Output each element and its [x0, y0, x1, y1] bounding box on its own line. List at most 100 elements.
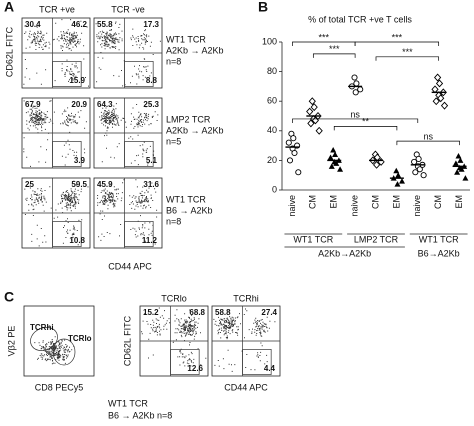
significance-bracket	[354, 41, 440, 46]
data-point	[435, 79, 444, 88]
gate-label: TCRlo	[68, 334, 92, 343]
row-label: n=8	[166, 56, 181, 66]
data-point	[411, 158, 418, 165]
row-label: LMP2 TCR	[166, 114, 211, 124]
x-axis-label: CD44 APC	[108, 261, 152, 271]
column-header: TCR +ve	[39, 4, 75, 14]
gate-percentage: 15.9	[69, 76, 85, 85]
cell-events	[34, 336, 75, 365]
gate-percentage: 68.8	[189, 308, 205, 317]
significance-bracket	[292, 41, 356, 46]
panel-letter: C	[4, 289, 14, 305]
gate-label: TCRhi	[30, 323, 54, 332]
y-axis-label: CD62L FITC	[122, 315, 132, 366]
y-tick-label: 20	[267, 155, 277, 165]
y-tick-label: 100	[262, 36, 277, 46]
x-tick-label: CM	[370, 195, 380, 209]
data-point	[395, 172, 402, 178]
data-point	[291, 149, 298, 157]
plot-header: TCRlo	[161, 293, 187, 303]
data-point	[285, 139, 292, 146]
gate-percentage: 25.3	[143, 100, 159, 109]
gate-percentage: 55.8	[97, 20, 113, 29]
data-point	[412, 169, 419, 176]
group-label: WT1 TCR	[419, 234, 459, 244]
data-point	[307, 119, 315, 128]
row-label: WT1 TCR	[166, 194, 206, 204]
significance-label: ns	[350, 109, 360, 119]
significance-label: ***	[329, 44, 340, 54]
cell-events	[23, 19, 89, 87]
x-tick-label: naive	[412, 195, 422, 217]
gate-percentage: 25	[25, 180, 34, 189]
data-point	[310, 103, 318, 112]
significance-label: **	[362, 117, 370, 127]
host-label: A2Kb→A2Kb	[318, 248, 371, 258]
y-tick-label: 40	[267, 125, 277, 135]
footer-label: B6 → A2Kb n=8	[108, 410, 172, 420]
group-label: LMP2 TCR	[354, 234, 399, 244]
gate	[52, 221, 82, 247]
gate-percentage: 31.6	[143, 180, 159, 189]
y-tick-label: 60	[267, 96, 277, 106]
x-axis-label: CD8 PECy5	[35, 382, 84, 392]
gate-percentage: 30.4	[25, 20, 41, 29]
significance-bracket	[292, 118, 419, 123]
data-point	[458, 166, 465, 172]
significance-label: ***	[392, 32, 403, 42]
data-point	[352, 89, 359, 96]
row-label: B6 → A2Kb	[166, 205, 213, 215]
data-point	[315, 126, 323, 135]
data-point	[337, 166, 344, 172]
row-label: n=5	[166, 136, 181, 146]
x-tick-label: EM	[329, 195, 339, 209]
gate	[52, 338, 76, 366]
row-label: A2Kb → A2Kb	[166, 125, 224, 135]
gate-percentage: 15.2	[143, 308, 159, 317]
data-point	[290, 135, 297, 142]
data-point	[351, 74, 358, 81]
gate-percentage: 17.3	[143, 20, 159, 29]
significance-label: ***	[319, 32, 330, 42]
significance-label: ns	[423, 132, 433, 142]
cell-events	[213, 308, 276, 372]
gate-percentage: 4.4	[264, 364, 276, 373]
y-axis-label: CD62L FITC	[4, 26, 14, 77]
gate	[30, 327, 58, 351]
data-point	[393, 167, 400, 174]
gate-percentage: 46.2	[71, 20, 87, 29]
cell-events	[23, 100, 87, 167]
data-point	[398, 178, 405, 184]
gate	[124, 221, 154, 247]
data-point	[415, 155, 422, 162]
gate	[124, 61, 154, 87]
data-point	[332, 151, 339, 157]
gate-percentage: 3.9	[74, 156, 86, 165]
x-tick-label: EM	[391, 195, 401, 209]
gate-percentage: 59.5	[71, 180, 87, 189]
data-point	[295, 169, 302, 176]
cell-events	[97, 179, 158, 245]
data-point	[306, 107, 314, 116]
gate-percentage: 20.9	[71, 100, 87, 109]
x-tick-label: EM	[454, 195, 464, 209]
significance-label: ***	[402, 47, 413, 57]
significance-bracket	[312, 53, 356, 58]
data-point	[420, 172, 427, 179]
x-axis-label: CD44 APC	[224, 382, 268, 392]
data-point	[440, 101, 449, 110]
column-header: TCR -ve	[111, 4, 145, 14]
data-point	[286, 157, 294, 164]
significance-bracket	[396, 140, 460, 146]
gate	[124, 141, 154, 167]
gate-percentage: 64.3	[97, 100, 113, 109]
gate	[170, 349, 200, 375]
significance-bracket	[333, 126, 398, 131]
data-point	[452, 160, 459, 166]
y-axis-label: Vβ2 PE	[6, 326, 16, 357]
gate-percentage: 5.1	[146, 156, 158, 165]
host-label: B6→A2Kb	[418, 248, 460, 258]
cell-events	[95, 21, 161, 87]
group-label: WT1 TCR	[293, 234, 333, 244]
